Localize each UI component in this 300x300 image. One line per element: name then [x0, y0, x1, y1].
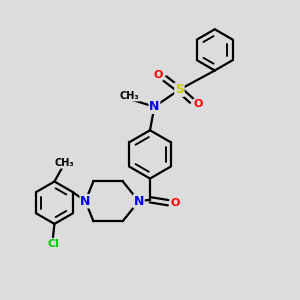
Text: Cl: Cl — [47, 238, 59, 249]
Text: N: N — [149, 100, 160, 113]
Text: O: O — [194, 99, 203, 110]
Text: O: O — [170, 198, 179, 208]
Text: N: N — [134, 195, 144, 208]
Text: S: S — [175, 83, 184, 96]
Text: CH₃: CH₃ — [54, 158, 74, 168]
Text: O: O — [154, 70, 163, 80]
Text: CH₃: CH₃ — [120, 91, 140, 101]
Text: N: N — [80, 195, 91, 208]
